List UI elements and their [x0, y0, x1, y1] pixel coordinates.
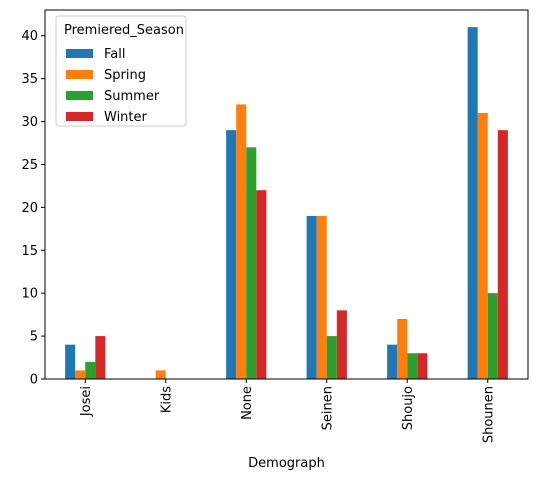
bar-spring-seinen — [316, 215, 327, 379]
bar-winter-josei — [95, 336, 106, 379]
legend-swatch-fall — [66, 49, 93, 58]
bar-fall-shoujo — [387, 344, 398, 379]
bar-spring-kids — [155, 370, 166, 379]
bar-spring-shounen — [477, 112, 488, 379]
x-axis: Josei Kids None Seinen Shoujo Shounen — [79, 379, 496, 443]
bar-fall-josei — [65, 344, 76, 379]
bars-group — [65, 27, 508, 380]
legend-label-spring: Spring — [104, 68, 146, 83]
y-tick-label: 10 — [21, 287, 38, 302]
bar-spring-josei — [75, 370, 86, 379]
legend: Premiered_Season Fall Spring Summer Winter — [55, 15, 187, 127]
bar-spring-shoujo — [397, 318, 408, 379]
y-tick-label: 25 — [21, 158, 38, 173]
x-tick-label-shounen: Shounen — [481, 386, 496, 443]
bar-summer-josei — [85, 361, 96, 379]
bar-fall-none — [226, 130, 237, 379]
y-tick-label: 30 — [21, 115, 38, 130]
y-axis: 0 5 10 15 20 25 30 35 40 — [21, 29, 45, 388]
bar-summer-seinen — [326, 336, 337, 379]
bar-summer-shounen — [487, 293, 498, 379]
bar-fall-shounen — [467, 27, 478, 379]
legend-items: Fall Spring Summer Winter — [66, 47, 160, 125]
legend-label-winter: Winter — [104, 110, 148, 125]
x-tick-label-kids: Kids — [159, 386, 174, 413]
x-tick-label-shoujo: Shoujo — [401, 386, 416, 430]
y-tick-label: 0 — [30, 373, 38, 388]
bar-winter-none — [256, 190, 267, 379]
y-tick-label: 15 — [21, 244, 38, 259]
legend-swatch-winter — [66, 112, 93, 121]
legend-label-fall: Fall — [104, 47, 125, 62]
legend-title: Premiered_Season — [64, 23, 184, 38]
bar-winter-seinen — [336, 310, 347, 379]
legend-swatch-summer — [66, 91, 93, 100]
bar-winter-shounen — [497, 130, 508, 379]
bar-summer-shoujo — [407, 353, 418, 379]
legend-swatch-spring — [66, 70, 93, 79]
bar-fall-seinen — [306, 215, 317, 379]
bar-summer-none — [246, 147, 257, 379]
x-axis-label: Demograph — [248, 456, 325, 471]
x-tick-label-seinen: Seinen — [320, 386, 335, 430]
bar-winter-shoujo — [417, 353, 428, 379]
y-tick-label: 20 — [21, 201, 38, 216]
y-tick-label: 35 — [21, 72, 38, 87]
y-tick-label: 40 — [21, 29, 38, 44]
y-tick-label: 5 — [30, 330, 38, 345]
plot-frame — [44, 9, 529, 380]
legend-label-summer: Summer — [104, 89, 160, 104]
x-tick-label-none: None — [240, 386, 255, 420]
bar-spring-none — [236, 104, 247, 380]
x-tick-label-josei: Josei — [79, 386, 94, 417]
